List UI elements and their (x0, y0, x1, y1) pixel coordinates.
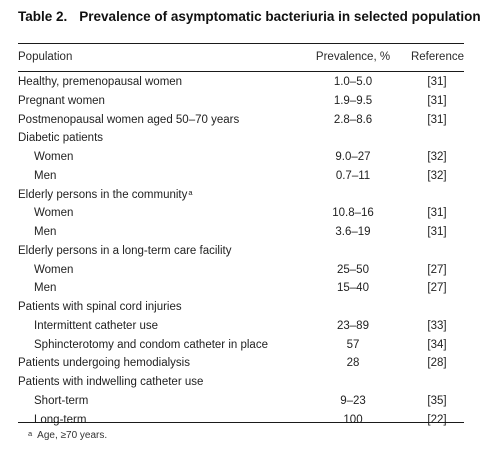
reference-cell: [31] (427, 76, 447, 88)
table-row: Women 25–50 [27] (18, 262, 464, 281)
table-row: Women 10.8–16 [31] (18, 205, 464, 224)
footnote-marker: a (28, 429, 33, 438)
prevalence-cell: 0.7–11 (335, 169, 371, 182)
prevalence-cell: 2.8–8.6 (333, 113, 373, 126)
population-cell: Women (34, 151, 74, 163)
table-row: Patients undergoing hemodialysis 28 [28] (18, 355, 464, 374)
footnote-text: Age, ≥70 years. (37, 430, 108, 441)
table-number: Table 2. (18, 9, 68, 24)
reference-cell: [31] (427, 113, 447, 126)
population-cell: Women (34, 263, 74, 276)
reference-cell: [33] (427, 319, 447, 332)
group-label: Patients with spinal cord injuries (18, 301, 182, 313)
table-caption: Prevalence of asymptomatic bacteriuria i… (79, 9, 480, 24)
group-label: Elderly persons in a long-term care faci… (18, 244, 232, 257)
population-cell: Healthy, premenopausal women (18, 76, 183, 88)
reference-cell: [22] (427, 413, 447, 426)
table-row: Short-term 9–23 [35] (18, 393, 464, 412)
header-population: Population (18, 51, 73, 63)
group-label-text: Elderly persons in the community (18, 188, 188, 201)
population-cell: Pregnant women (18, 94, 105, 107)
table-body: Healthy, premenopausal women 1.0–5.0 [31… (18, 74, 464, 430)
table-group-row: Elderly persons in a long-term care faci… (18, 243, 464, 262)
prevalence-cell: 25–50 (337, 263, 369, 276)
reference-cell: [32] (427, 169, 447, 182)
population-cell: Sphincterotomy and condom catheter in pl… (34, 338, 268, 351)
prevalence-cell: 15–40 (337, 282, 369, 295)
table-header: Population Prevalence, % Reference (18, 51, 464, 67)
reference-cell: [28] (427, 357, 447, 370)
reference-cell: [31] (427, 207, 447, 220)
population-cell: Intermittent catheter use (34, 319, 159, 332)
table-row: Sphincterotomy and condom catheter in pl… (18, 337, 464, 356)
prevalence-cell: 28 (346, 357, 360, 370)
population-cell: Postmenopausal women aged 50–70 years (18, 113, 240, 126)
header-rule (18, 71, 464, 72)
prevalence-cell: 1.0–5.0 (333, 76, 373, 88)
table-row: Men 15–40 [27] (18, 280, 464, 299)
prevalence-cell: 1.9–9.5 (333, 94, 373, 107)
group-label: Patients with indwelling catheter use (18, 376, 204, 388)
table-footnote: a Age, ≥70 years. (28, 429, 108, 441)
reference-cell: [35] (427, 394, 447, 407)
table-group-row: Elderly persons in the communitya (18, 187, 464, 206)
prevalence-cell: 100 (343, 413, 363, 426)
prevalence-cell: 9–23 (340, 394, 366, 407)
top-rule (18, 43, 464, 45)
group-label: Diabetic patients (18, 132, 104, 145)
footnote-marker: a (188, 187, 193, 197)
prevalence-cell: 10.8–16 (332, 207, 374, 220)
reference-cell: [27] (427, 263, 447, 276)
prevalence-cell: 57 (346, 338, 360, 351)
table-row: Postmenopausal women aged 50–70 years 2.… (18, 112, 464, 131)
table-row: Intermittent catheter use 23–89 [33] (18, 318, 464, 337)
reference-cell: [31] (427, 94, 447, 107)
table-group-row: Diabetic patients (18, 130, 464, 149)
population-cell: Men (34, 226, 57, 238)
table-row: Men 3.6–19 [31] (18, 224, 464, 243)
table-row: Women 9.0–27 [32] (18, 149, 464, 168)
population-cell: Short-term (34, 394, 89, 407)
population-cell: Men (34, 282, 57, 295)
prevalence-cell: 9.0–27 (335, 151, 371, 163)
bottom-rule (18, 422, 464, 424)
reference-cell: [27] (427, 282, 447, 295)
reference-cell: [31] (427, 226, 447, 238)
header-reference: Reference (410, 51, 464, 63)
header-prevalence: Prevalence, % (315, 51, 391, 63)
population-cell: Women (34, 207, 74, 220)
table-title: Table 2. Prevalence of asymptomatic bacte… (18, 9, 480, 24)
table-group-row: Patients with indwelling catheter use (18, 374, 464, 393)
group-label: Elderly persons in the communitya (18, 187, 193, 201)
table-row: Pregnant women 1.9–9.5 [31] (18, 93, 464, 112)
table-row: Long-term 100 [22] (18, 412, 464, 431)
table-row: Healthy, premenopausal women 1.0–5.0 [31… (18, 74, 464, 93)
prevalence-cell: 23–89 (337, 319, 369, 332)
table-row: Men 0.7–11 [32] (18, 168, 464, 187)
reference-cell: [32] (427, 151, 447, 163)
population-cell: Men (34, 169, 57, 182)
population-cell: Patients undergoing hemodialysis (18, 357, 190, 370)
prevalence-cell: 3.6–19 (335, 226, 371, 238)
population-cell: Long-term (34, 413, 87, 426)
reference-cell: [34] (427, 338, 447, 351)
table-group-row: Patients with spinal cord injuries (18, 299, 464, 318)
